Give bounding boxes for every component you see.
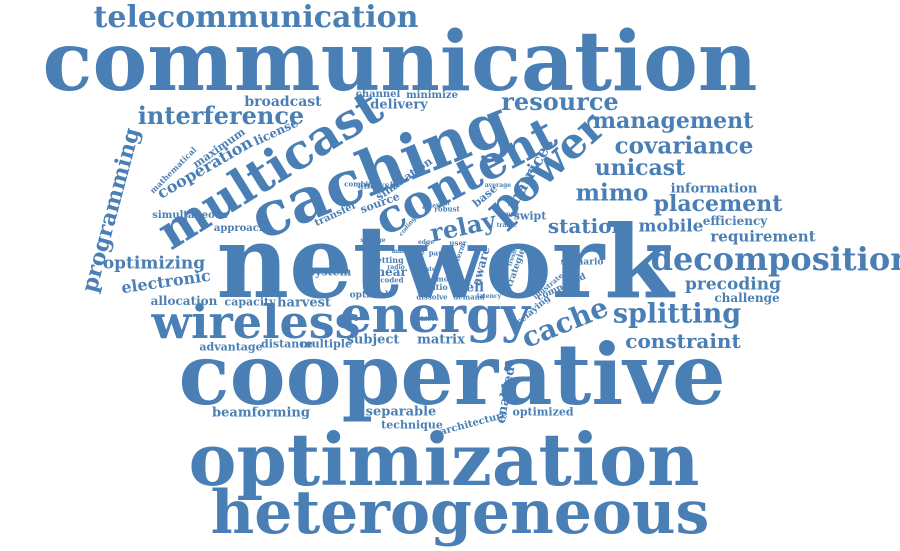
word-group: group — [499, 211, 519, 218]
word-delivery: delivery — [370, 97, 428, 113]
word-mimo: mimo — [575, 179, 649, 207]
word-placement: placement — [653, 191, 783, 217]
word-simultaneous: simultaneous — [152, 210, 228, 221]
word-capacity: capacity — [224, 295, 276, 309]
word-combine: combine — [344, 179, 378, 189]
word-network: network — [216, 203, 674, 321]
word-analysis: analysis — [357, 181, 399, 192]
word-paper: paper — [428, 248, 452, 258]
word-mode: mode — [436, 274, 458, 284]
word-interference: interference — [137, 101, 305, 130]
word-energy: energy — [339, 285, 531, 344]
word-constraint: constraint — [625, 329, 741, 353]
word-telecommunication: telecommunication — [93, 0, 419, 35]
word-channel: channel — [355, 89, 401, 100]
word-cooperative: cooperative — [178, 325, 726, 424]
word-heterogeneous: heterogeneous — [210, 478, 710, 548]
word-traffic: traffic — [496, 222, 518, 229]
word-wireless: wireless — [151, 295, 361, 349]
word-multiple: multiple — [300, 337, 352, 351]
word-rate: rate — [422, 266, 436, 273]
word-splitting: splitting — [612, 298, 742, 330]
word-approach: approach — [213, 223, 267, 234]
word-robust: robust — [434, 204, 460, 214]
word-optimization: optimization — [188, 417, 700, 502]
word-swipt: swipt — [513, 209, 547, 223]
word-minimize: minimize — [406, 90, 458, 101]
word-advantage: advantage — [199, 340, 263, 354]
word-covariance: covariance — [614, 132, 754, 160]
word-management: management — [592, 108, 754, 134]
word-user: user — [449, 238, 467, 248]
word-scenario: scenario — [560, 257, 604, 268]
word-technique: technique — [381, 418, 443, 432]
word-latency: latency — [476, 293, 502, 300]
word-decomposition: decomposition — [650, 240, 900, 278]
word-linear: linear — [367, 265, 407, 279]
word-coded: coded — [380, 275, 404, 285]
word-challenge: challenge — [714, 291, 780, 305]
word-allocation: allocation — [150, 294, 218, 308]
word-precoding: precoding — [685, 274, 781, 295]
word-information: information — [670, 181, 758, 197]
word-average: average — [484, 182, 512, 189]
word-matrix: matrix — [417, 332, 465, 348]
word-efficiency: efficiency — [702, 214, 768, 228]
word-optimizing: optimizing — [102, 253, 206, 274]
word-resource: resource — [501, 87, 619, 116]
word-radio: radio — [387, 264, 405, 271]
word-optimal: optimal — [349, 290, 389, 301]
word-demand: demand — [453, 292, 485, 302]
word-subject: subject — [346, 332, 400, 348]
word-station: station — [547, 214, 627, 238]
word-storage: storage — [360, 237, 386, 244]
word-ratio: ratio — [426, 282, 448, 292]
word-achieve: achieve — [413, 316, 439, 323]
word-cell: cell — [457, 280, 485, 296]
word-setting: setting — [372, 255, 404, 265]
word-mail: mail — [391, 248, 407, 255]
word-dissolve: dissolve — [416, 292, 448, 302]
word-broadcast: broadcast — [244, 94, 322, 110]
word-harvest: harvest — [277, 295, 331, 311]
word-unicast: unicast — [594, 155, 686, 181]
word-system: system — [308, 265, 352, 279]
word-communication: communication — [42, 14, 758, 110]
word-separable: separable — [365, 404, 437, 420]
word-requirement: requirement — [710, 227, 816, 246]
word-edge: edge — [417, 239, 435, 246]
word-mobile: mobile — [638, 216, 704, 237]
word-distance: distance — [261, 337, 313, 351]
word-optimized: optimized — [512, 405, 574, 419]
word-beamforming: beamforming — [212, 405, 310, 421]
